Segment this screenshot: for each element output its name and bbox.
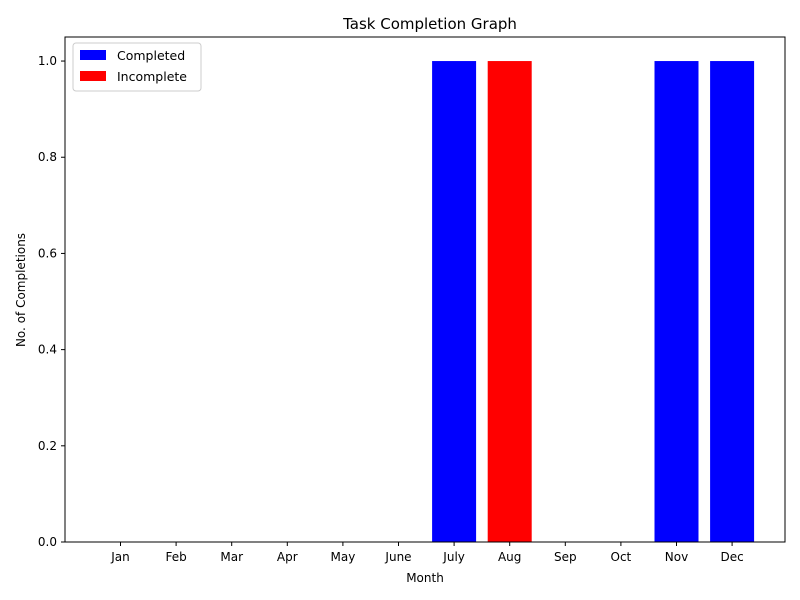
bar-incomplete-aug xyxy=(487,61,532,543)
legend-swatch-completed xyxy=(80,50,106,60)
legend-label-incomplete: Incomplete xyxy=(117,69,187,84)
y-axis-label: No. of Completions xyxy=(14,233,28,347)
y-tick-label: 0.0 xyxy=(38,535,57,549)
y-tick-label: 0.2 xyxy=(38,439,57,453)
y-tick-label: 0.4 xyxy=(38,343,57,357)
x-tick-label-feb: Feb xyxy=(165,550,186,564)
x-tick-label-nov: Nov xyxy=(665,550,688,564)
x-tick-label-aug: Aug xyxy=(498,550,521,564)
x-tick-label-jan: Jan xyxy=(110,550,130,564)
legend-label-completed: Completed xyxy=(117,48,185,63)
x-tick-label-may: May xyxy=(330,550,355,564)
x-tick-label-dec: Dec xyxy=(720,550,743,564)
y-tick-label: 0.6 xyxy=(38,246,57,260)
bar-completed-july xyxy=(432,61,477,543)
x-axis-ticks: Jan Feb Mar Apr May June July Aug Sep Oct Nov Dec xyxy=(110,542,744,564)
x-tick-label-mar: Mar xyxy=(220,550,243,564)
y-tick-label: 0.8 xyxy=(38,150,57,164)
legend-swatch-incomplete xyxy=(80,71,106,81)
chart-title: Task Completion Graph xyxy=(342,15,517,33)
x-tick-label-july: July xyxy=(442,550,465,564)
plot-frame xyxy=(64,36,786,543)
x-tick-label-sep: Sep xyxy=(554,550,577,564)
y-axis-ticks: 0.0 0.2 0.4 0.6 0.8 1.0 xyxy=(38,54,65,549)
x-axis-label: Month xyxy=(406,571,444,585)
x-tick-label-june: June xyxy=(384,550,411,564)
x-tick-label-oct: Oct xyxy=(611,550,632,564)
y-tick-label: 1.0 xyxy=(38,54,57,68)
x-tick-label-apr: Apr xyxy=(277,550,298,564)
bars-group xyxy=(432,61,755,543)
bar-completed-nov xyxy=(654,61,699,543)
legend: Completed Incomplete xyxy=(72,42,202,92)
bar-completed-dec xyxy=(710,61,755,543)
